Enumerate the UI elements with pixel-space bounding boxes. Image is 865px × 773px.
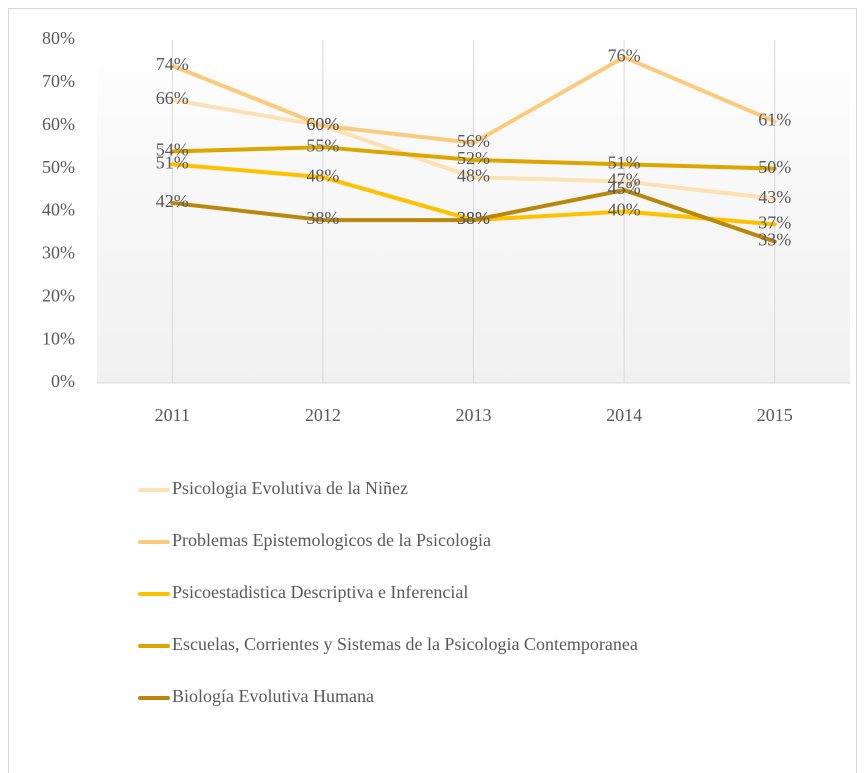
x-tick-label: 2012 bbox=[305, 405, 341, 425]
data-label: 74% bbox=[156, 54, 189, 74]
legend-label: Escuelas, Corrientes y Sistemas de la Ps… bbox=[172, 634, 638, 654]
data-label: 48% bbox=[457, 165, 490, 185]
data-label: 51% bbox=[156, 152, 189, 172]
data-label: 40% bbox=[608, 200, 641, 220]
y-tick-label: 30% bbox=[42, 243, 75, 263]
data-label: 43% bbox=[758, 187, 791, 207]
data-label: 33% bbox=[758, 230, 791, 250]
data-label: 61% bbox=[758, 110, 791, 130]
y-tick-label: 50% bbox=[42, 157, 75, 177]
legend-label: Biología Evolutiva Humana bbox=[172, 686, 374, 706]
data-label: 50% bbox=[758, 157, 791, 177]
data-label: 47% bbox=[608, 170, 641, 190]
y-tick-label: 0% bbox=[51, 371, 75, 391]
data-label: 60% bbox=[306, 114, 339, 134]
data-label: 42% bbox=[156, 191, 189, 211]
data-label: 38% bbox=[457, 208, 490, 228]
y-tick-label: 40% bbox=[42, 200, 75, 220]
data-label: 55% bbox=[306, 135, 339, 155]
data-label: 66% bbox=[156, 88, 189, 108]
legend-label: Problemas Epistemologicos de la Psicolog… bbox=[172, 530, 491, 550]
data-label: 52% bbox=[457, 148, 490, 168]
series-line bbox=[170, 55, 777, 145]
data-label: 60% bbox=[306, 114, 339, 134]
data-label: 56% bbox=[457, 131, 490, 151]
y-tick-label: 60% bbox=[42, 114, 75, 134]
x-tick-label: 2013 bbox=[456, 405, 492, 425]
series-line bbox=[170, 145, 777, 171]
x-tick-label: 2014 bbox=[606, 405, 642, 425]
legend-label: Psicoestadistica Descriptiva e Inferenci… bbox=[172, 582, 468, 602]
x-tick-label: 2015 bbox=[757, 405, 793, 425]
y-tick-label: 20% bbox=[42, 285, 75, 305]
data-label: 45% bbox=[608, 178, 641, 198]
data-label: 76% bbox=[608, 45, 641, 65]
data-label: 48% bbox=[306, 165, 339, 185]
y-tick-label: 10% bbox=[42, 328, 75, 348]
data-label: 37% bbox=[758, 212, 791, 232]
data-label: 38% bbox=[457, 208, 490, 228]
legend-label: Psicologia Evolutiva de la Niñez bbox=[172, 478, 408, 498]
series-line bbox=[170, 98, 777, 201]
y-tick-label: 80% bbox=[42, 28, 75, 48]
x-tick-label: 2011 bbox=[155, 405, 190, 425]
series-line bbox=[170, 188, 777, 244]
data-label: 51% bbox=[608, 152, 641, 172]
y-tick-label: 70% bbox=[42, 71, 75, 91]
data-label: 54% bbox=[156, 140, 189, 160]
data-label: 38% bbox=[306, 208, 339, 228]
